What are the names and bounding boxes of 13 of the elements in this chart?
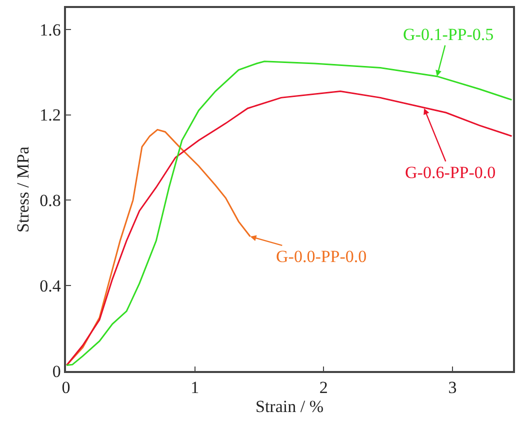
- x-tick-label: 3: [448, 378, 457, 398]
- annotation: G-0.6-PP-0.0: [405, 163, 496, 182]
- y-tick-label: 0: [52, 362, 61, 381]
- annotation: G-0.0-PP-0.0: [276, 247, 367, 266]
- y-tick-label: 0.8: [40, 191, 61, 210]
- annotation: G-0.1-PP-0.5: [403, 25, 494, 44]
- y-tick-label: 1.2: [40, 106, 61, 125]
- x-tick-label: 2: [319, 378, 328, 398]
- y-axis-title: Stress / MPa: [14, 146, 33, 232]
- x-tick-label: 1: [190, 378, 200, 398]
- y-tick-label: 0.4: [40, 276, 62, 296]
- y-tick-label: 1.6: [40, 20, 61, 40]
- x-axis-title: Strain / %: [256, 397, 324, 416]
